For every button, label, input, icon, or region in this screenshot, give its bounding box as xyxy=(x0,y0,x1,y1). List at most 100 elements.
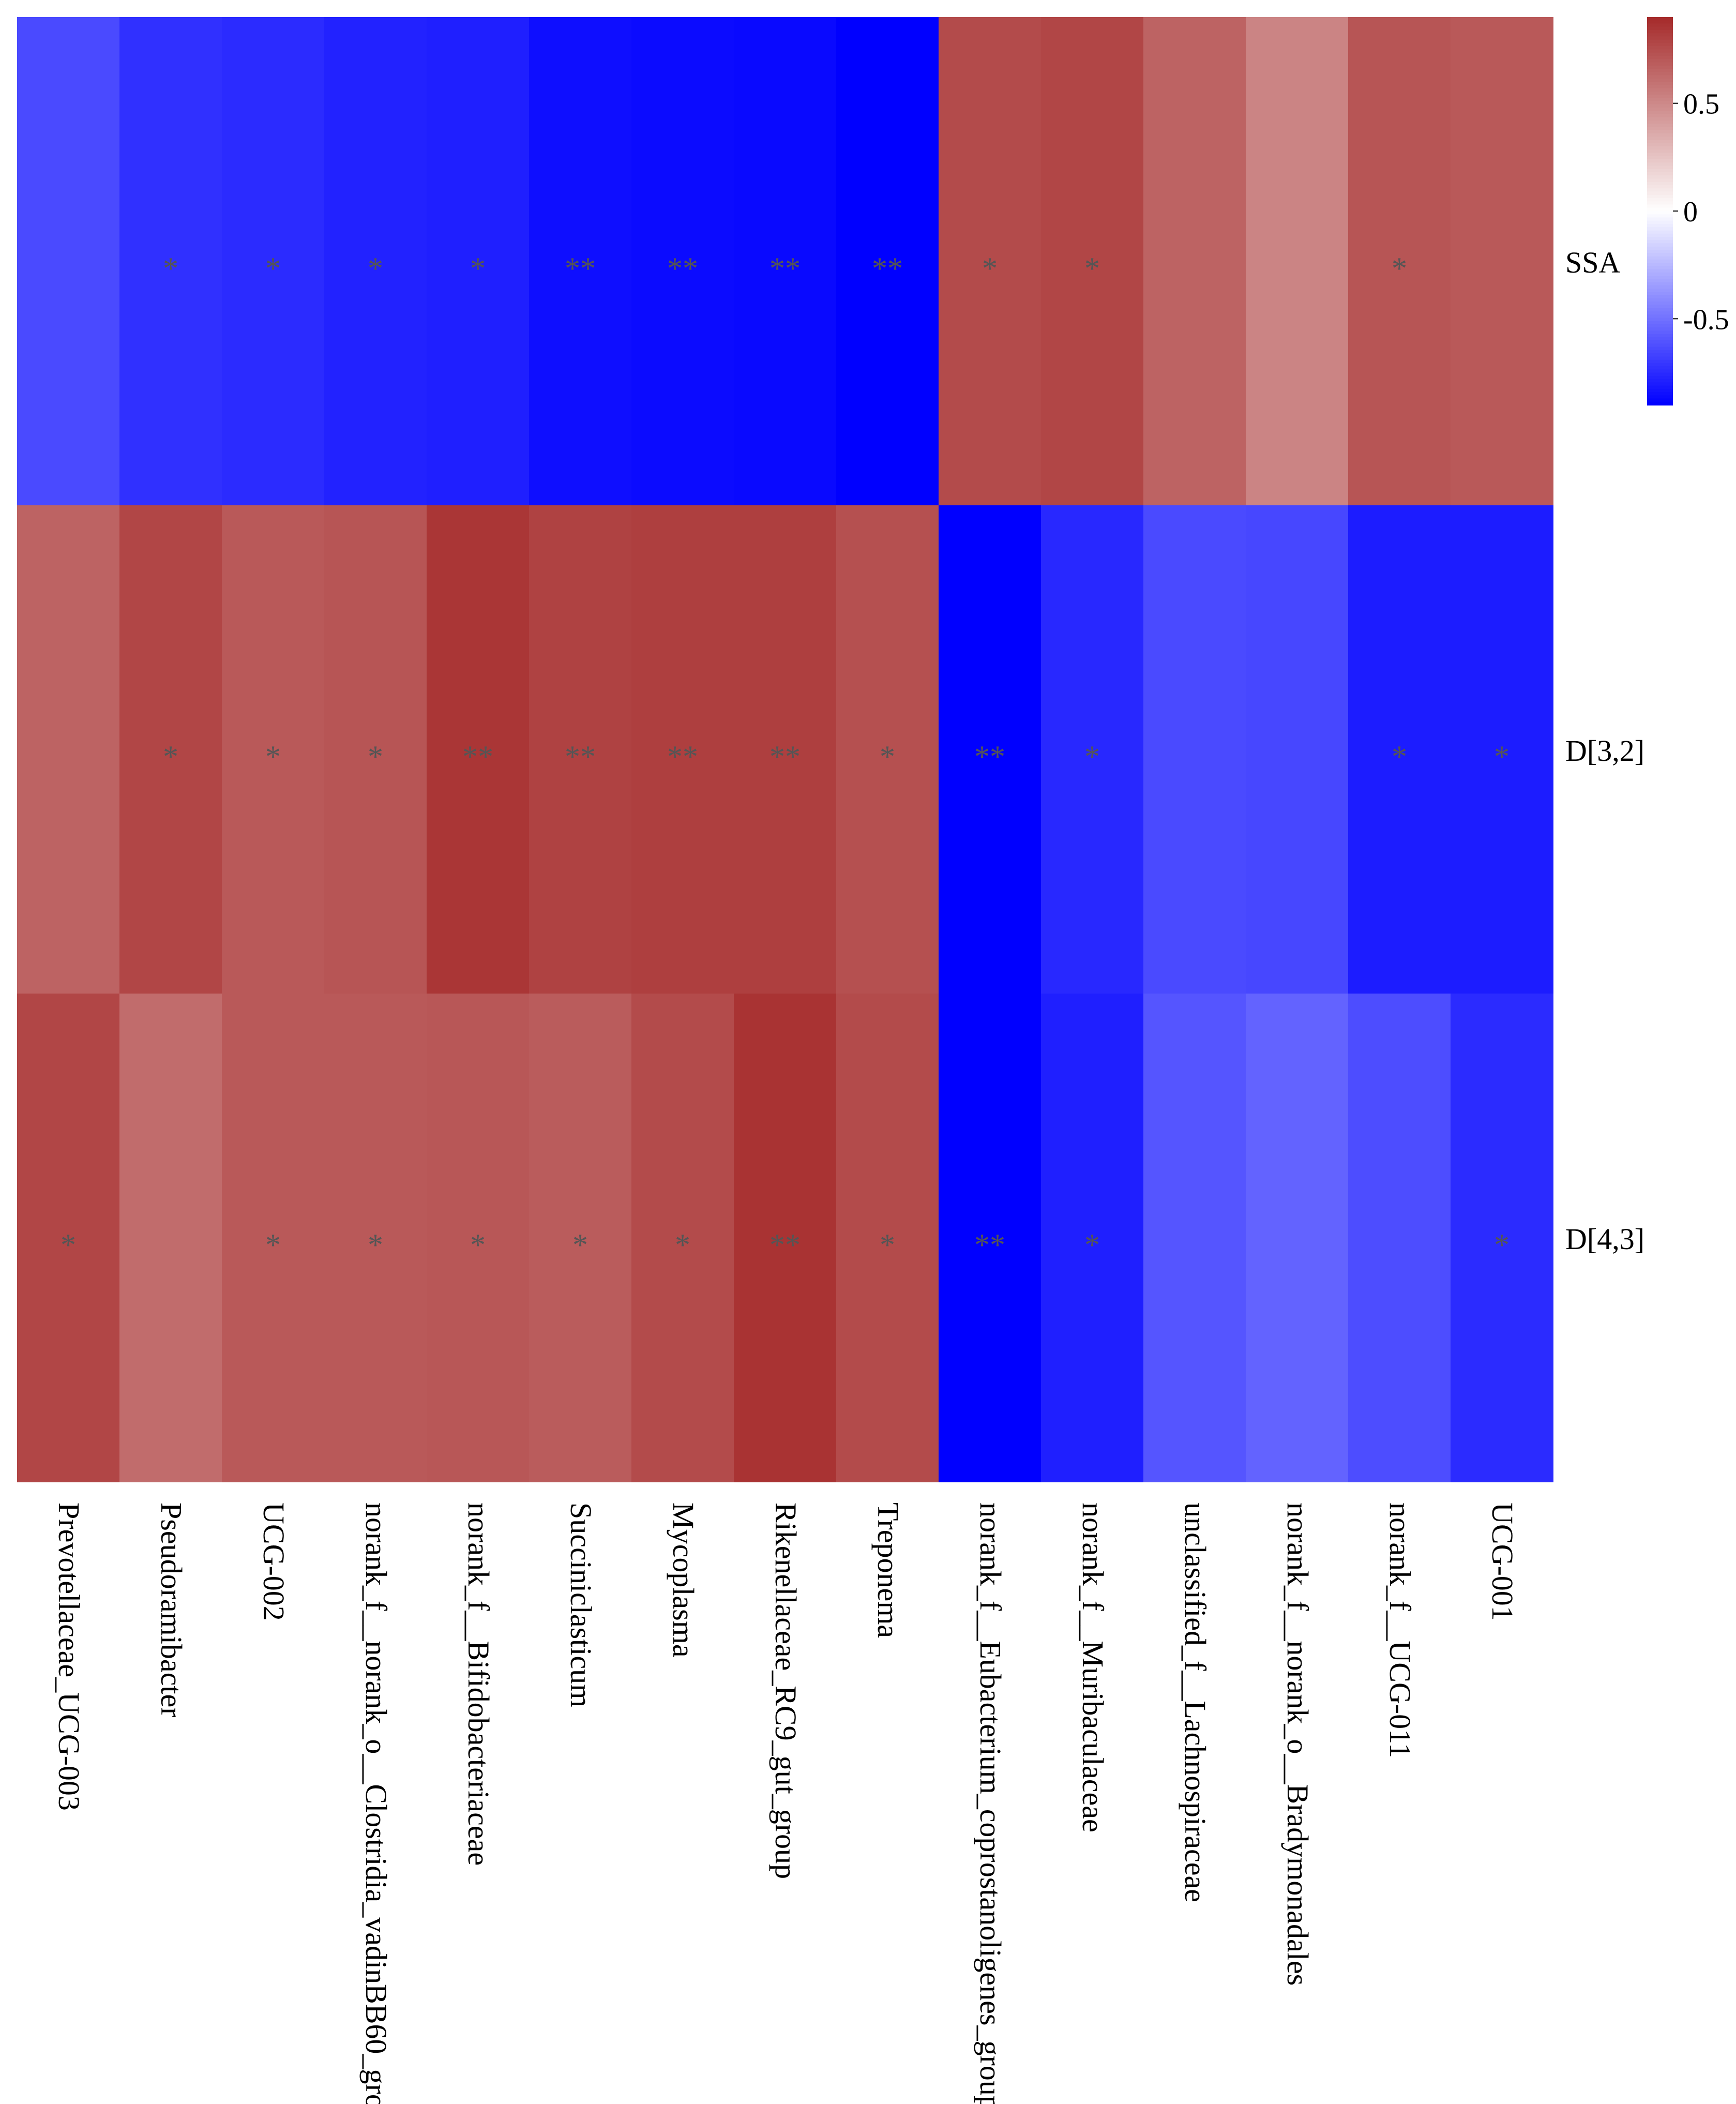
legend-gradient-step xyxy=(1647,198,1673,202)
legend-tick-label: -0.5 xyxy=(1683,304,1729,336)
legend-gradient-step xyxy=(1647,146,1673,151)
legend-gradient-step xyxy=(1647,350,1673,354)
legend-gradient-step xyxy=(1647,204,1673,208)
legend-tick-label: 0.5 xyxy=(1683,88,1719,121)
legend-gradient-step xyxy=(1647,108,1673,112)
heatmap-cell xyxy=(939,505,1041,994)
significance-mark: * xyxy=(880,740,895,774)
significance-mark: * xyxy=(1084,1228,1100,1262)
significance-mark: * xyxy=(1392,740,1407,774)
column-label: Prevotellaceae_UCG-003 xyxy=(52,1502,86,1811)
heatmap-cell xyxy=(427,17,530,506)
legend-gradient-step xyxy=(1647,78,1673,82)
column-label: norank_f__Muribaculaceae xyxy=(1076,1502,1110,1832)
column-label: norank_f__Eubacterium_coprostanoligenes_… xyxy=(974,1502,1007,2104)
legend-gradient-step xyxy=(1647,49,1673,53)
legend-gradient-step xyxy=(1647,217,1673,221)
legend-gradient-step xyxy=(1647,246,1673,250)
significance-mark: ** xyxy=(769,740,801,774)
significance-mark: * xyxy=(470,251,486,285)
legend-gradient-step xyxy=(1647,46,1673,50)
heatmap-cell xyxy=(1143,505,1246,994)
column-label: norank_f__norank_o__Clostridia_vadinBB60… xyxy=(359,1502,393,2104)
row-labels: SSA D[3,2] D[4,3] xyxy=(1565,246,1644,1256)
legend-gradient-step xyxy=(1647,201,1673,205)
legend-tick-label: 0 xyxy=(1683,196,1698,228)
legend-gradient-step xyxy=(1647,401,1673,405)
legend-gradient-step xyxy=(1647,166,1673,170)
heatmap-cell xyxy=(1041,505,1144,994)
legend-gradient-step xyxy=(1647,337,1673,341)
legend-gradient-step xyxy=(1647,243,1673,247)
legend-gradient-step xyxy=(1647,95,1673,99)
legend-gradient-step xyxy=(1647,39,1673,43)
heatmap-cell xyxy=(1451,505,1553,994)
legend-gradient-step xyxy=(1647,175,1673,179)
heatmap-cell xyxy=(836,994,939,1482)
heatmap-cell xyxy=(1041,17,1144,506)
legend-gradient-step xyxy=(1647,289,1673,293)
legend-gradient-step xyxy=(1647,162,1673,167)
legend-gradient-step xyxy=(1647,214,1673,218)
legend-gradient-step xyxy=(1647,26,1673,31)
legend-gradient-step xyxy=(1647,324,1673,328)
column-label: UCG-001 xyxy=(1486,1502,1519,1621)
legend-gradient-step xyxy=(1647,43,1673,47)
legend-gradient-step xyxy=(1647,314,1673,319)
heatmap-cells xyxy=(17,17,1553,1482)
heatmap-cell xyxy=(734,17,837,506)
significance-mark: * xyxy=(572,1228,588,1262)
significance-mark: * xyxy=(163,251,178,285)
legend-gradient-step xyxy=(1647,182,1673,186)
legend-gradient-step xyxy=(1647,259,1673,263)
significance-mark: ** xyxy=(667,251,698,285)
heatmap-cell xyxy=(1143,994,1246,1482)
heatmap-cell xyxy=(119,994,222,1482)
heatmap-cell xyxy=(1348,994,1451,1482)
legend-gradient-step xyxy=(1647,117,1673,121)
legend-gradient-step xyxy=(1647,266,1673,270)
legend-gradient-step xyxy=(1647,311,1673,315)
legend-gradient-step xyxy=(1647,207,1673,212)
legend-gradient-step xyxy=(1647,318,1673,322)
legend-gradient-step xyxy=(1647,340,1673,344)
significance-mark: * xyxy=(1084,740,1100,774)
heatmap-cell xyxy=(529,505,632,994)
legend-gradient-step xyxy=(1647,395,1673,399)
heatmap-cell xyxy=(119,17,222,506)
legend-gradient-step xyxy=(1647,250,1673,254)
legend-gradient-step xyxy=(1647,72,1673,76)
heatmap-cell xyxy=(1246,994,1349,1482)
legend-gradient-step xyxy=(1647,302,1673,306)
legend-gradient-step xyxy=(1647,382,1673,386)
legend-gradient-step xyxy=(1647,33,1673,37)
legend-gradient-step xyxy=(1647,385,1673,389)
heatmap-cell xyxy=(1246,17,1349,506)
significance-mark: * xyxy=(265,740,281,774)
row-label: SSA xyxy=(1565,246,1621,279)
legend-gradient-step xyxy=(1647,156,1673,160)
legend-gradient-step xyxy=(1647,133,1673,138)
heatmap-cell xyxy=(17,505,120,994)
legend-gradient-step xyxy=(1647,372,1673,377)
legend-gradient-step xyxy=(1647,20,1673,24)
legend-gradient-step xyxy=(1647,272,1673,276)
heatmap-cell xyxy=(1451,17,1553,506)
legend-gradient-step xyxy=(1647,327,1673,332)
legend-gradient-step xyxy=(1647,69,1673,73)
significance-mark: * xyxy=(61,1228,76,1262)
legend-gradient-step xyxy=(1647,227,1673,231)
legend-gradient-step xyxy=(1647,363,1673,367)
significance-mark: ** xyxy=(667,740,698,774)
significance-marks: * * * * ** ** ** ** * * ** * * ** ** ** ** * ** * * ** * * * * * **… xyxy=(61,251,1509,1262)
legend-gradient-step xyxy=(1647,375,1673,380)
heatmap-cell xyxy=(324,17,427,506)
legend-gradient-step xyxy=(1647,276,1673,280)
significance-mark: * xyxy=(1084,251,1100,285)
legend-gradient-step xyxy=(1647,347,1673,351)
legend-gradient-step xyxy=(1647,295,1673,299)
legend-gradient-step xyxy=(1647,130,1673,134)
significance-mark: * xyxy=(880,1228,895,1262)
legend-gradient-step xyxy=(1647,56,1673,60)
legend-gradient-step xyxy=(1647,321,1673,325)
